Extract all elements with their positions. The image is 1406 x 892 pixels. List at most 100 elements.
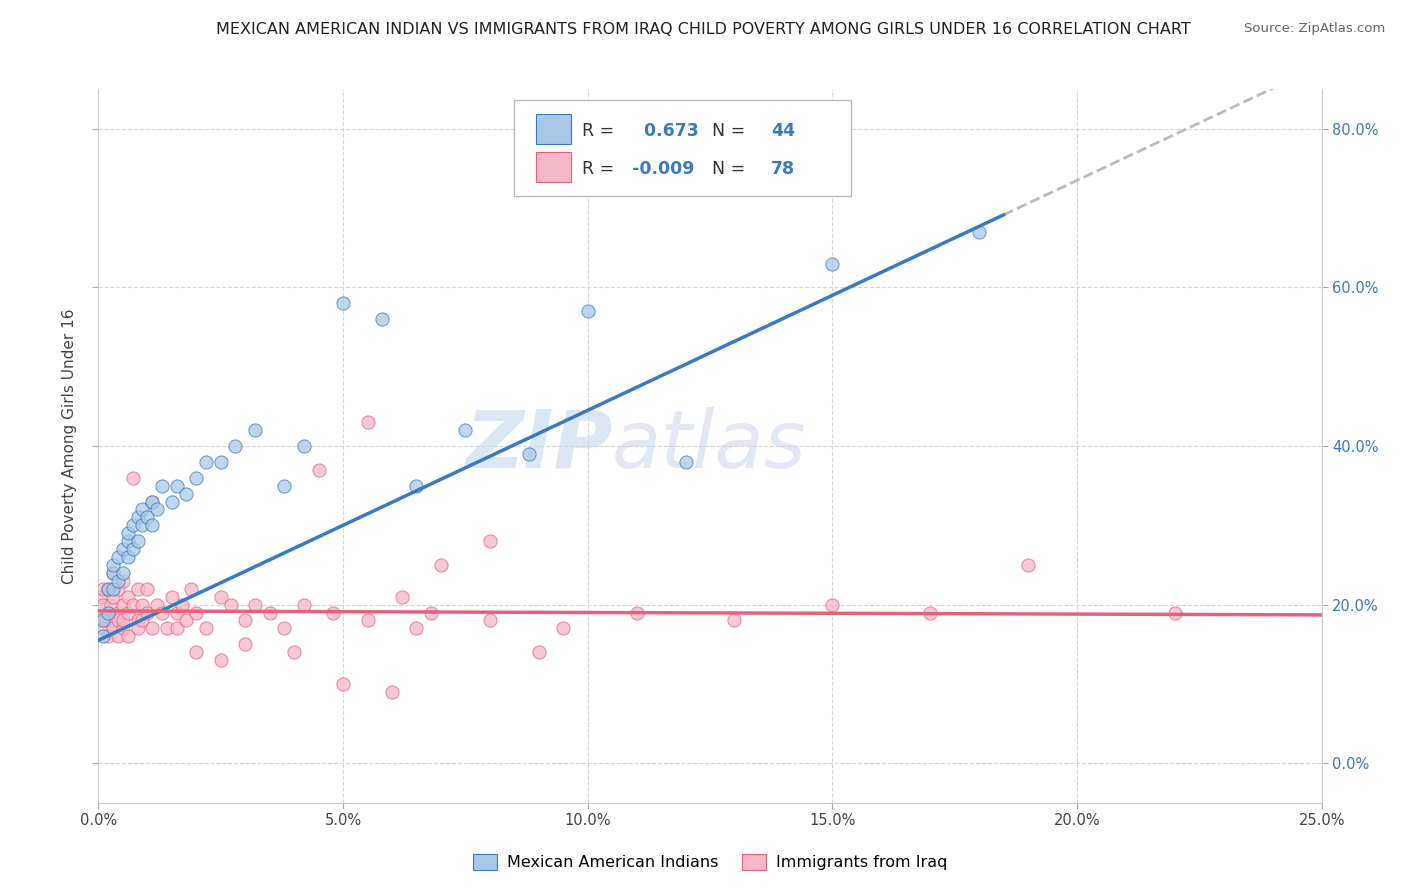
Point [91,629,114,643]
Point [308,463,330,477]
Point [136,606,159,620]
Point [111,574,134,588]
Point [141,494,163,508]
Point [97,582,120,596]
Point [259,606,281,620]
Point [920,606,942,620]
Point [146,502,169,516]
Point [150,606,173,620]
Point [186,471,208,485]
Point [101,582,124,596]
Point [121,598,143,612]
Point [322,606,344,620]
Point [195,621,218,635]
Point [91,614,114,628]
Point [101,566,124,580]
Point [292,598,315,612]
Point [166,621,188,635]
Point [107,582,129,596]
Point [166,606,188,620]
FancyBboxPatch shape [536,152,571,182]
Point [273,478,295,492]
Text: N =: N = [702,161,751,178]
Point [97,582,120,596]
Point [121,542,143,557]
Point [127,614,149,628]
Point [111,598,134,612]
Point [405,478,427,492]
Point [107,574,129,588]
Text: MEXICAN AMERICAN INDIAN VS IMMIGRANTS FROM IRAQ CHILD POVERTY AMONG GIRLS UNDER : MEXICAN AMERICAN INDIAN VS IMMIGRANTS FR… [215,22,1191,37]
Point [420,606,443,620]
Point [117,526,139,541]
Point [195,455,218,469]
Point [170,598,193,612]
Point [136,510,159,524]
Point [553,621,575,635]
Point [454,423,477,437]
Point [89,614,111,628]
Point [107,549,129,564]
Point [723,614,745,628]
Point [675,455,697,469]
Text: 0.673: 0.673 [638,122,699,140]
Point [160,590,183,604]
Point [97,606,120,620]
Point [243,423,266,437]
Point [127,534,149,549]
Point [111,614,134,628]
Y-axis label: Child Poverty Among Girls Under 16: Child Poverty Among Girls Under 16 [62,309,77,583]
Point [160,494,183,508]
Point [371,312,394,326]
Point [91,598,114,612]
Point [91,621,114,635]
Point [111,566,134,580]
Text: 78: 78 [770,161,796,178]
Point [111,621,134,635]
Point [430,558,453,572]
Point [107,606,129,620]
Point [107,614,129,628]
Point [821,257,844,271]
Point [146,598,169,612]
Point [1164,606,1187,620]
Point [576,304,599,318]
Point [233,637,256,651]
Point [131,614,153,628]
Legend: Mexican American Indians, Immigrants from Iraq: Mexican American Indians, Immigrants fro… [467,847,953,877]
Point [391,590,413,604]
Point [332,296,354,310]
Point [209,590,232,604]
Point [121,471,143,485]
Point [156,621,179,635]
Point [101,621,124,635]
Text: atlas: atlas [612,407,807,485]
Point [121,518,143,533]
Point [821,598,844,612]
Point [209,455,232,469]
Point [131,598,153,612]
Point [517,447,540,461]
Point [381,685,404,699]
Point [141,494,163,508]
Point [626,606,648,620]
Text: R =: R = [582,161,619,178]
Point [127,582,149,596]
Point [117,549,139,564]
Point [292,439,315,453]
Point [209,653,232,667]
Text: R =: R = [582,122,619,140]
Point [186,645,208,659]
FancyBboxPatch shape [536,114,571,145]
Point [131,502,153,516]
Point [219,598,242,612]
Point [356,415,378,429]
Text: 44: 44 [770,122,796,140]
Point [117,534,139,549]
FancyBboxPatch shape [515,100,851,196]
Point [90,590,112,604]
Point [356,614,378,628]
Point [478,534,501,549]
Point [166,478,188,492]
Point [967,225,990,239]
